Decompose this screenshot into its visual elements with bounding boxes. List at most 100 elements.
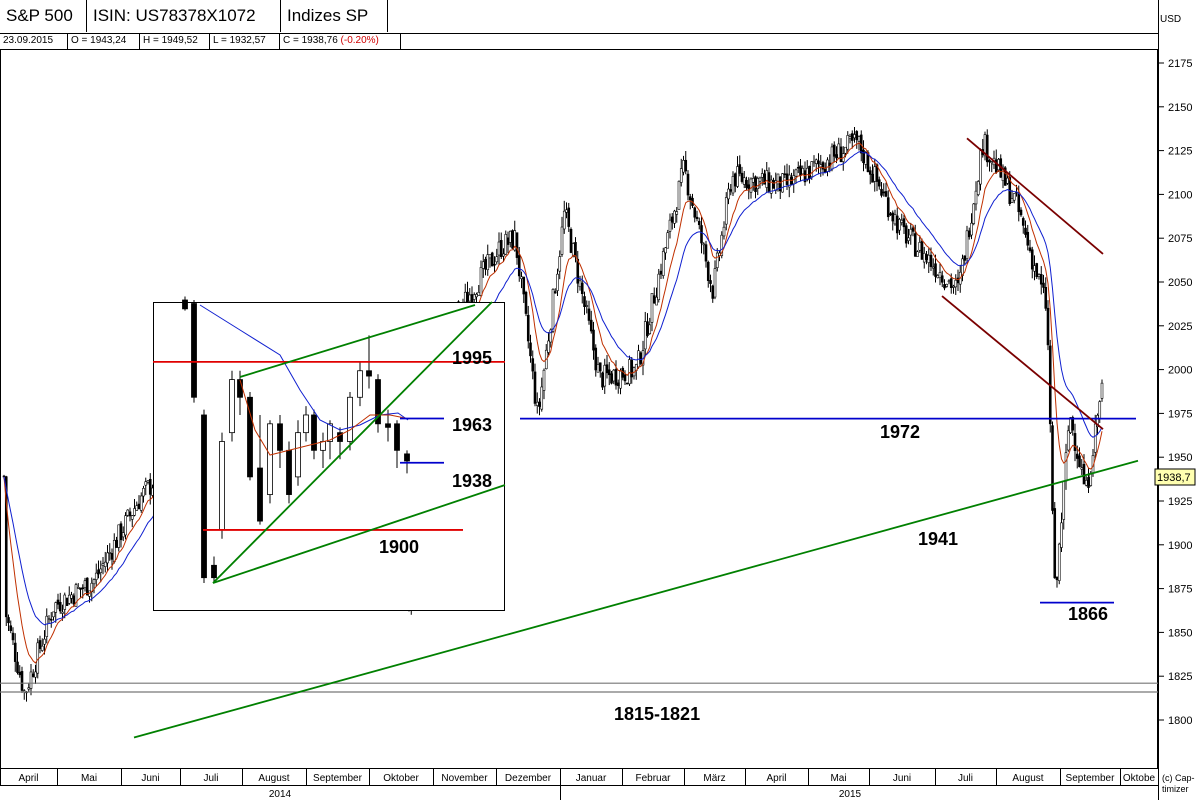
x-month-label: Mai xyxy=(81,773,97,784)
candle-body xyxy=(585,305,589,307)
y-tick-label: 2000 xyxy=(1168,365,1192,377)
candle-body xyxy=(794,169,798,177)
candle-body xyxy=(679,168,683,183)
candle-body xyxy=(1080,467,1084,470)
y-tick-label: 1825 xyxy=(1168,671,1192,683)
candle-body xyxy=(810,161,814,177)
candle-body xyxy=(607,369,611,376)
inset-candle-body xyxy=(257,467,263,522)
candle-body xyxy=(936,275,940,279)
candle-body xyxy=(709,280,712,284)
candle-body xyxy=(1084,480,1088,486)
candle-body xyxy=(515,232,519,258)
candle-body xyxy=(117,524,121,548)
y-tick-label: 2175 xyxy=(1168,58,1192,70)
candle-body xyxy=(783,173,787,176)
x-month-label: Juli xyxy=(203,773,218,784)
candle-body xyxy=(580,282,584,295)
candle-body xyxy=(58,601,62,612)
label-1815-1821: 1815-1821 xyxy=(614,704,700,724)
candle-body xyxy=(967,230,971,238)
candle-body xyxy=(477,292,481,296)
candle-body xyxy=(479,267,483,296)
candle-body xyxy=(646,321,649,336)
inset-label-1995: 1995 xyxy=(452,348,492,368)
candle-body xyxy=(882,191,886,194)
candle-body xyxy=(972,203,976,224)
y-tick-label: 2075 xyxy=(1168,233,1192,245)
candle-body xyxy=(79,587,82,590)
candle-body xyxy=(65,597,69,606)
candle-body xyxy=(144,481,148,486)
y-tick-label: 1925 xyxy=(1168,496,1192,508)
candle-body xyxy=(1075,453,1079,459)
candle-body xyxy=(850,133,854,141)
candle-body xyxy=(931,266,935,269)
candle-body xyxy=(731,176,735,194)
inset-label-1963: 1963 xyxy=(452,415,492,435)
candle-body xyxy=(119,523,123,541)
candle-body xyxy=(706,261,710,281)
candle-body xyxy=(36,642,40,674)
inset-candle-body xyxy=(366,370,372,377)
candle-body xyxy=(549,329,553,343)
candle-body xyxy=(961,258,964,276)
candle-body xyxy=(889,213,892,216)
inset-candle-body xyxy=(303,414,309,434)
candle-body xyxy=(643,321,647,350)
candle-body xyxy=(529,342,532,357)
candle-body xyxy=(562,210,566,230)
candle-body xyxy=(124,515,127,536)
x-month-label: Mai xyxy=(830,773,846,784)
candle-body xyxy=(520,276,523,279)
ohlc-close: C = 1938,76 (-0.20%) xyxy=(280,33,400,49)
y-tick-label: 2050 xyxy=(1168,277,1192,289)
candle-body xyxy=(108,552,112,554)
candle-body xyxy=(148,478,152,495)
candle-body xyxy=(1051,425,1054,511)
candle-body xyxy=(688,196,692,201)
ohlc-change: (-0.20%) xyxy=(340,35,379,46)
candle-body xyxy=(817,160,820,165)
y-tick-label: 1800 xyxy=(1168,715,1192,727)
candle-body xyxy=(733,173,737,187)
candle-body xyxy=(736,166,739,187)
candle-body xyxy=(655,296,658,306)
x-month-label: November xyxy=(441,773,488,784)
candle-body xyxy=(603,364,607,387)
candle-body xyxy=(497,241,501,256)
x-month-label: September xyxy=(313,773,363,784)
candle-body xyxy=(619,370,622,389)
candle-body xyxy=(873,166,877,182)
candle-body xyxy=(963,255,967,261)
candle-body xyxy=(526,314,530,342)
candle-body xyxy=(920,240,924,260)
candle-body xyxy=(571,243,575,256)
candle-body xyxy=(47,618,51,620)
long-trendline xyxy=(133,459,1139,739)
candle-body xyxy=(490,252,494,267)
ohlc-close-value: C = 1938,76 xyxy=(283,35,338,46)
candle-body xyxy=(1100,382,1104,399)
candle-body xyxy=(101,563,105,566)
candle-body xyxy=(673,210,676,224)
candle-body xyxy=(623,374,627,382)
candle-body xyxy=(877,179,881,187)
candle-body xyxy=(70,594,73,599)
candle-body xyxy=(506,237,510,245)
candle-body xyxy=(1096,415,1099,427)
inset-candle-body xyxy=(201,414,207,579)
x-month-label: August xyxy=(1012,773,1043,784)
candle-body xyxy=(463,291,467,303)
candle-body xyxy=(135,505,139,511)
candle-body xyxy=(115,539,118,548)
candle-body xyxy=(796,166,800,169)
candle-body xyxy=(925,254,928,260)
candle-body xyxy=(814,159,818,164)
inset-candle-body xyxy=(247,396,253,478)
candle-body xyxy=(664,247,667,254)
candle-body xyxy=(715,252,719,268)
candle-body xyxy=(886,197,890,218)
candle-body xyxy=(63,594,67,610)
